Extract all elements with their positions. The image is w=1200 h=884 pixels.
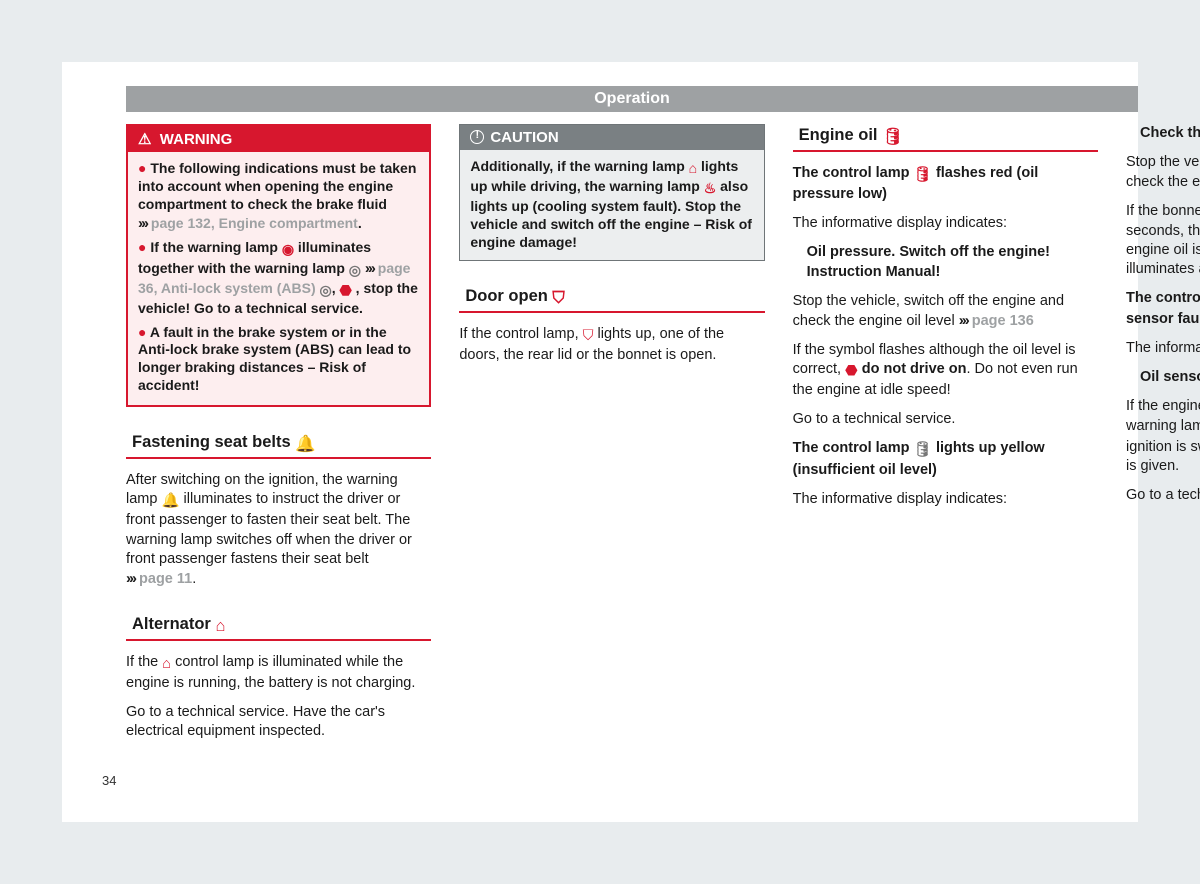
- col3-text-2: If the bonnet remains open for more than…: [1126, 202, 1200, 279]
- warning-item-2: ● If the warning lamp ◉ illuminates toge…: [138, 239, 419, 318]
- warning-item-3: ● A fault in the brake system or in the …: [138, 324, 419, 396]
- caution-label: CAUTION: [490, 129, 558, 146]
- oil-display-text: The informative display indicates:: [793, 214, 1098, 233]
- alternator-section: Alternator ⌂ If the ⌂ control lamp is il…: [126, 613, 431, 742]
- oil-text-4: Go to a technical service.: [793, 410, 1098, 429]
- alternator-text-2: Go to a technical service. Have the car'…: [126, 703, 431, 741]
- ref-arrows-icon: ›››: [365, 260, 374, 277]
- seatbelt-icon: 🔔: [295, 435, 316, 454]
- ref-arrows-icon: ›››: [126, 570, 135, 587]
- warning-triangle-icon: ⚠: [138, 131, 151, 148]
- col3-top: Check the oil level! Stop the vehicle, s…: [1126, 124, 1200, 505]
- warning-body: ● The following indications must be take…: [128, 152, 429, 405]
- warning-box: ⚠ WARNING ● The following indications mu…: [126, 124, 431, 407]
- bullet-icon: ●: [138, 324, 146, 340]
- seatbelt-text: After switching on the ignition, the war…: [126, 471, 431, 589]
- oil-display-text-2: The informative display indicates:: [793, 490, 1098, 509]
- ref-arrows-icon: ›››: [138, 215, 147, 232]
- abs-icon: ◎: [349, 262, 361, 280]
- warning-label: WARNING: [160, 131, 233, 148]
- coolant-icon: ♨: [704, 180, 717, 198]
- door-section: Door open ⛉ If the control lamp, ⛉ light…: [459, 285, 764, 365]
- section-heading: Alternator ⌂: [126, 613, 431, 641]
- page: Operation 34 ⚠ WARNING ● The following i…: [62, 62, 1138, 822]
- warning-item-1: ● The following indications must be take…: [138, 160, 419, 233]
- page-ref: , Engine compartment: [211, 215, 358, 231]
- page-ref: page 136: [972, 313, 1034, 329]
- seatbelt-icon: 🔔: [161, 492, 179, 511]
- door-open-icon: ⛉: [552, 289, 564, 308]
- battery-icon: ⌂: [215, 617, 225, 636]
- door-text: If the control lamp, ⛉ lights up, one of…: [459, 325, 764, 365]
- sensor-msg: Oil sensor. Workshop!: [1140, 368, 1200, 387]
- oil-can-icon: 🛢: [882, 128, 903, 147]
- section-heading: Engine oil 🛢: [793, 124, 1098, 152]
- page-ref: page 11: [139, 571, 192, 587]
- door-open-icon: ⛉: [583, 327, 594, 346]
- oil-yellow-title: The control lamp 🛢 lights up yellow (ins…: [793, 439, 1098, 479]
- oil-text-2: Stop the vehicle, switch off the engine …: [793, 292, 1098, 331]
- abs-icon: ◎: [320, 282, 332, 300]
- page-ref: page 132: [151, 215, 211, 231]
- oil-msg-1: Oil pressure. Switch off the engine! Ins…: [807, 243, 1098, 281]
- section-heading: Door open ⛉: [459, 285, 764, 313]
- content-columns: ⚠ WARNING ● The following indications mu…: [126, 124, 1098, 768]
- battery-icon: ⌂: [162, 655, 171, 674]
- spacer: [126, 751, 431, 755]
- warning-header: ⚠ WARNING: [128, 126, 429, 152]
- alternator-text-1: If the ⌂ control lamp is illuminated whi…: [126, 653, 431, 693]
- bullet-icon: ●: [138, 160, 146, 176]
- caution-info-icon: [470, 130, 484, 144]
- ref-arrows-icon: ›››: [959, 312, 968, 329]
- oil-red-title: The control lamp 🛢 flashes red (oil pres…: [793, 164, 1098, 204]
- col3-text-4: Go to a technical service.: [1126, 486, 1200, 505]
- stop-icon: ⬣: [845, 362, 858, 381]
- engine-oil-section: Engine oil 🛢 The control lamp 🛢 flashes …: [793, 124, 1098, 509]
- col3-text-1: Stop the vehicle, switch off the engine …: [1126, 153, 1200, 192]
- section-heading: Fastening seat belts 🔔: [126, 431, 431, 459]
- stop-icon: ⬣: [340, 282, 352, 300]
- caution-body: Additionally, if the warning lamp ⌂ ligh…: [460, 150, 763, 260]
- page-ref: , Anti-lock system (ABS): [154, 280, 316, 296]
- battery-icon: ⌂: [689, 160, 697, 178]
- oil-can-icon: 🛢: [914, 166, 932, 185]
- col3-text-3: If the engine oil level sensor is faulty…: [1126, 397, 1200, 476]
- bullet-icon: ●: [138, 239, 146, 255]
- sensor-title: The control lamp 🛢 flashes yellow (oil l…: [1126, 289, 1200, 329]
- caution-header: CAUTION: [460, 125, 763, 150]
- check-oil-msg: Check the oil level!: [1140, 124, 1200, 143]
- page-number: 34: [102, 773, 116, 788]
- section-header: Operation: [126, 86, 1138, 112]
- seatbelt-section: Fastening seat belts 🔔 After switching o…: [126, 431, 431, 589]
- col3-display-text: The informative display indicates:: [1126, 339, 1200, 358]
- brake-warning-icon: ◉: [282, 241, 294, 259]
- oil-can-icon: 🛢: [914, 441, 932, 460]
- oil-text-3: If the symbol flashes although the oil l…: [793, 341, 1098, 400]
- caution-box: CAUTION Additionally, if the warning lam…: [459, 124, 764, 261]
